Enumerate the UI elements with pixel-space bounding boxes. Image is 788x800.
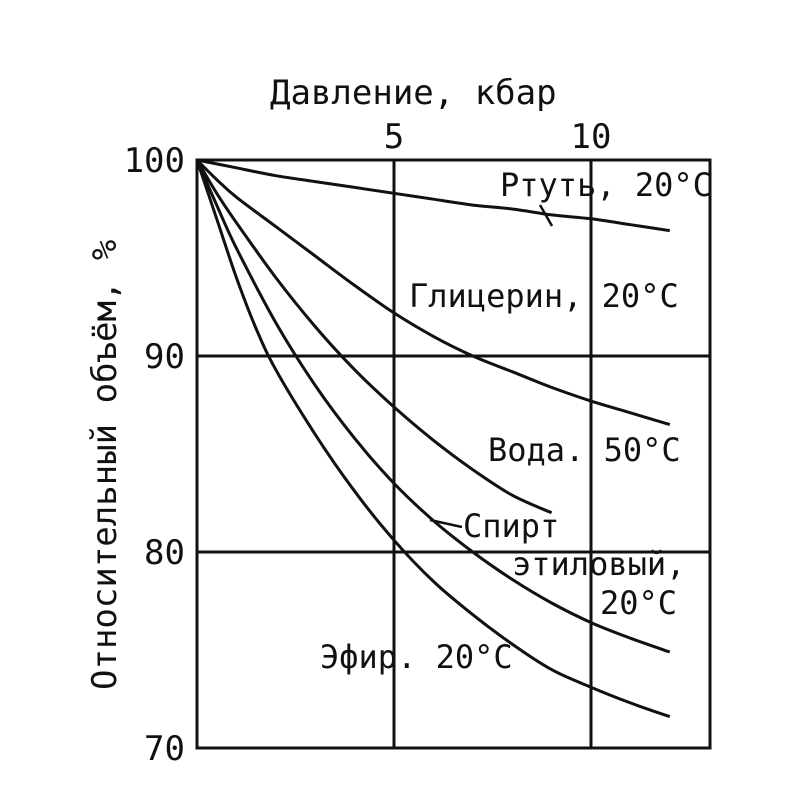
annotation-label-ethanol-1: Спирт bbox=[463, 507, 559, 545]
y-tick-label-70: 70 bbox=[144, 729, 185, 769]
leader-lines bbox=[429, 204, 554, 529]
series-line-water bbox=[195, 159, 553, 515]
leader-line-ethanol bbox=[429, 518, 463, 529]
curves-layer bbox=[195, 158, 671, 719]
annotation-label-ether: Эфир. 20°C bbox=[320, 638, 513, 676]
leader-line-water bbox=[538, 204, 554, 227]
annotation-label-mercury: Ртуть, 20°C bbox=[500, 166, 712, 204]
series-line-ether bbox=[195, 159, 671, 719]
x-tick-label-10: 10 bbox=[571, 117, 612, 157]
annotation-label-glycerin: Глицерин, 20°C bbox=[409, 277, 679, 315]
plot-border bbox=[195, 158, 712, 750]
annotation-label-ethanol-2: этиловый, bbox=[512, 545, 685, 583]
plot-frame bbox=[195, 158, 712, 750]
annotation-label-ethanol-3: 20°C bbox=[600, 584, 677, 622]
annotation-label-water: Вода. 50°C bbox=[488, 431, 681, 469]
x-tick-label-5: 5 bbox=[384, 117, 404, 157]
x-axis-title: Давление, кбар bbox=[270, 73, 557, 113]
series-line-ethanol bbox=[195, 159, 671, 654]
series-line-mercury bbox=[196, 158, 671, 233]
grid-layer bbox=[197, 160, 710, 748]
tick-labels: 5 10 70 80 90 100 bbox=[124, 117, 612, 769]
series-line-glycerin bbox=[195, 158, 671, 427]
y-tick-label-80: 80 bbox=[144, 533, 185, 573]
y-tick-label-90: 90 bbox=[144, 337, 185, 377]
y-tick-label-100: 100 bbox=[124, 141, 185, 181]
y-axis-title: Относительный объём, % bbox=[85, 240, 125, 690]
